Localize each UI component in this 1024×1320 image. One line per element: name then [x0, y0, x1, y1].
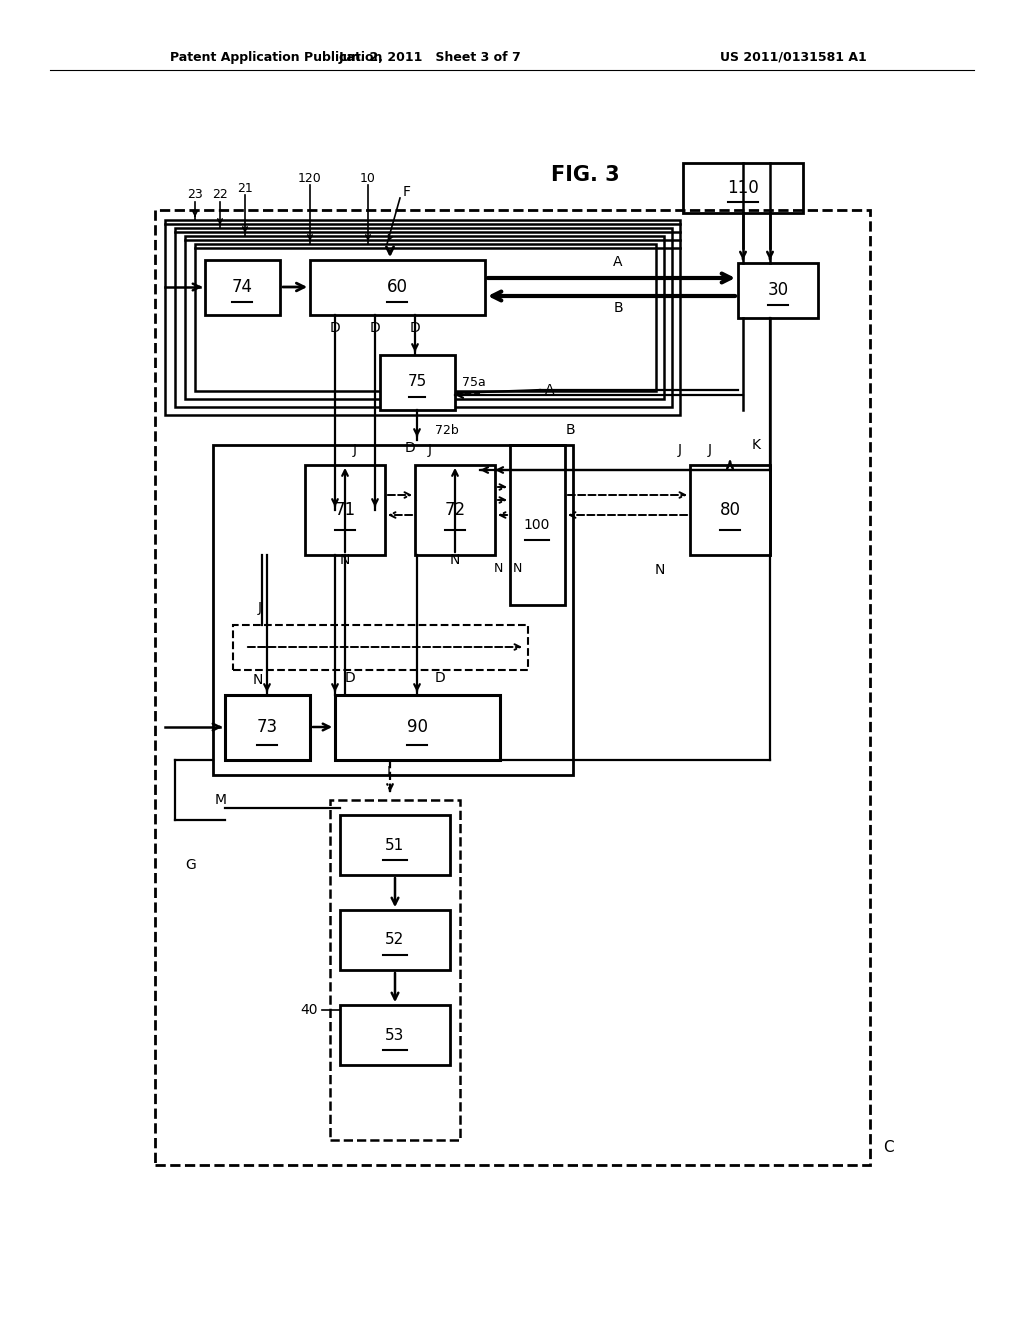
- Text: N: N: [494, 561, 503, 574]
- Bar: [165, 220, 680, 414]
- Text: 30: 30: [767, 281, 788, 300]
- Text: N: N: [450, 553, 460, 568]
- Text: 60: 60: [386, 279, 408, 296]
- Text: 52: 52: [385, 932, 404, 948]
- Text: 10: 10: [360, 172, 376, 185]
- Bar: [175, 228, 672, 407]
- Text: FIG. 3: FIG. 3: [551, 165, 620, 185]
- Bar: [213, 445, 573, 775]
- Text: 75a: 75a: [462, 375, 485, 388]
- Bar: [340, 814, 450, 875]
- Text: G: G: [185, 858, 196, 873]
- Text: F: F: [403, 185, 411, 199]
- Text: 23: 23: [187, 189, 203, 202]
- Text: 74: 74: [231, 279, 253, 296]
- Text: D: D: [404, 441, 416, 455]
- Text: J: J: [353, 444, 357, 457]
- Text: US 2011/0131581 A1: US 2011/0131581 A1: [720, 50, 866, 63]
- Text: 72: 72: [444, 502, 466, 519]
- Bar: [310, 260, 485, 315]
- Text: M: M: [215, 793, 227, 807]
- Text: C: C: [883, 1140, 894, 1155]
- Text: L: L: [386, 766, 394, 779]
- Text: D: D: [330, 321, 340, 335]
- Text: B: B: [613, 301, 623, 315]
- Bar: [340, 909, 450, 970]
- Bar: [335, 696, 500, 760]
- Text: A: A: [613, 255, 623, 269]
- Text: 75: 75: [408, 375, 427, 389]
- Bar: [380, 355, 455, 411]
- Text: 120: 120: [298, 172, 322, 185]
- Text: J: J: [678, 444, 682, 457]
- Bar: [305, 465, 385, 554]
- Text: D: D: [345, 671, 355, 685]
- Bar: [233, 624, 528, 671]
- Text: 40: 40: [300, 1003, 318, 1016]
- Text: D: D: [370, 321, 380, 335]
- Bar: [330, 800, 460, 1140]
- Bar: [683, 162, 803, 213]
- Text: J: J: [708, 444, 712, 457]
- Text: 22: 22: [212, 189, 228, 202]
- Text: N: N: [340, 553, 350, 568]
- Text: 80: 80: [720, 502, 740, 519]
- Text: D: D: [410, 321, 421, 335]
- Bar: [225, 696, 310, 760]
- Text: 53: 53: [385, 1027, 404, 1043]
- Text: N: N: [654, 564, 666, 577]
- Bar: [155, 210, 870, 1166]
- Text: D: D: [434, 671, 445, 685]
- Bar: [340, 1005, 450, 1065]
- Text: N: N: [512, 561, 521, 574]
- Text: 71: 71: [335, 502, 355, 519]
- Text: K: K: [752, 438, 761, 451]
- Text: B: B: [565, 422, 574, 437]
- Bar: [205, 260, 280, 315]
- Text: 51: 51: [385, 837, 404, 853]
- Text: J: J: [258, 601, 262, 615]
- Bar: [510, 445, 565, 605]
- Text: 110: 110: [727, 180, 759, 197]
- Bar: [690, 465, 770, 554]
- Text: Patent Application Publication: Patent Application Publication: [170, 50, 382, 63]
- Bar: [738, 263, 818, 318]
- Bar: [415, 465, 495, 554]
- Text: N: N: [253, 673, 263, 686]
- Bar: [195, 244, 656, 391]
- Text: 90: 90: [407, 718, 427, 737]
- Text: 72b: 72b: [435, 424, 459, 437]
- Text: Jun. 2, 2011   Sheet 3 of 7: Jun. 2, 2011 Sheet 3 of 7: [339, 50, 521, 63]
- Text: 21: 21: [238, 181, 253, 194]
- Text: A: A: [545, 383, 555, 397]
- Text: 100: 100: [524, 517, 550, 532]
- Bar: [185, 236, 664, 399]
- Text: J: J: [428, 444, 432, 457]
- Text: 73: 73: [256, 718, 278, 737]
